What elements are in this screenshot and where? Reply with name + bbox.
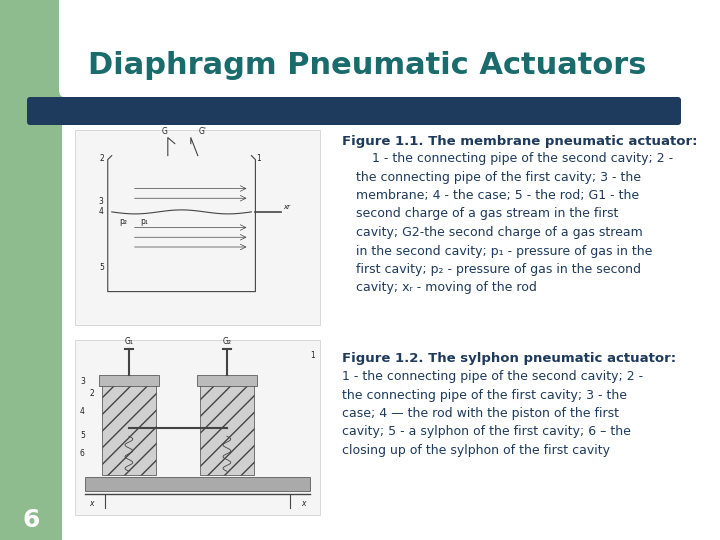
Bar	[75, 340, 320, 515]
Bar	[197, 375, 257, 386]
Bar	[74, 0, 720, 75]
Text: 1: 1	[256, 153, 261, 163]
Text: Diaphragm Pneumatic Actuators: Diaphragm Pneumatic Actuators	[88, 51, 647, 79]
Bar	[85, 476, 310, 490]
Text: 2: 2	[99, 153, 104, 163]
Text: G₁: G₁	[125, 336, 133, 346]
Text: G: G	[162, 126, 168, 136]
Text: x: x	[302, 500, 306, 508]
Text: 3: 3	[99, 197, 104, 206]
FancyBboxPatch shape	[62, 0, 720, 540]
Text: 6: 6	[80, 449, 85, 457]
Text: 6: 6	[22, 508, 40, 532]
Text: x: x	[89, 500, 94, 508]
Text: 1: 1	[310, 350, 315, 360]
Text: Figure 1.1. The membrane pneumatic actuator:: Figure 1.1. The membrane pneumatic actua…	[342, 135, 698, 148]
Text: 1 - the connecting pipe of the second cavity; 2 -
the connecting pipe of the fir: 1 - the connecting pipe of the second ca…	[342, 370, 643, 457]
Text: 4: 4	[80, 407, 85, 415]
Text: p₁: p₁	[140, 217, 148, 226]
Bar	[99, 375, 159, 386]
Bar	[0, 0, 62, 540]
Text: p₂: p₂	[120, 217, 127, 226]
Bar	[102, 384, 156, 475]
Text: 3: 3	[80, 377, 85, 386]
Text: Figure 1.2. The sylphon pneumatic actuator:: Figure 1.2. The sylphon pneumatic actuat…	[342, 352, 676, 365]
Text: 2: 2	[89, 389, 94, 398]
FancyBboxPatch shape	[27, 97, 681, 125]
Text: G': G'	[199, 126, 207, 136]
Bar	[75, 130, 320, 325]
Bar	[0, 0, 195, 75]
Text: 1 - the connecting pipe of the second cavity; 2 -
the connecting pipe of the fir: 1 - the connecting pipe of the second ca…	[356, 152, 673, 294]
Text: 5: 5	[80, 431, 85, 440]
Text: xr: xr	[284, 204, 290, 210]
Text: 4: 4	[99, 207, 104, 216]
Text: G₂: G₂	[222, 336, 231, 346]
Text: 5: 5	[99, 264, 104, 272]
FancyBboxPatch shape	[59, 0, 720, 98]
Bar	[200, 384, 254, 475]
